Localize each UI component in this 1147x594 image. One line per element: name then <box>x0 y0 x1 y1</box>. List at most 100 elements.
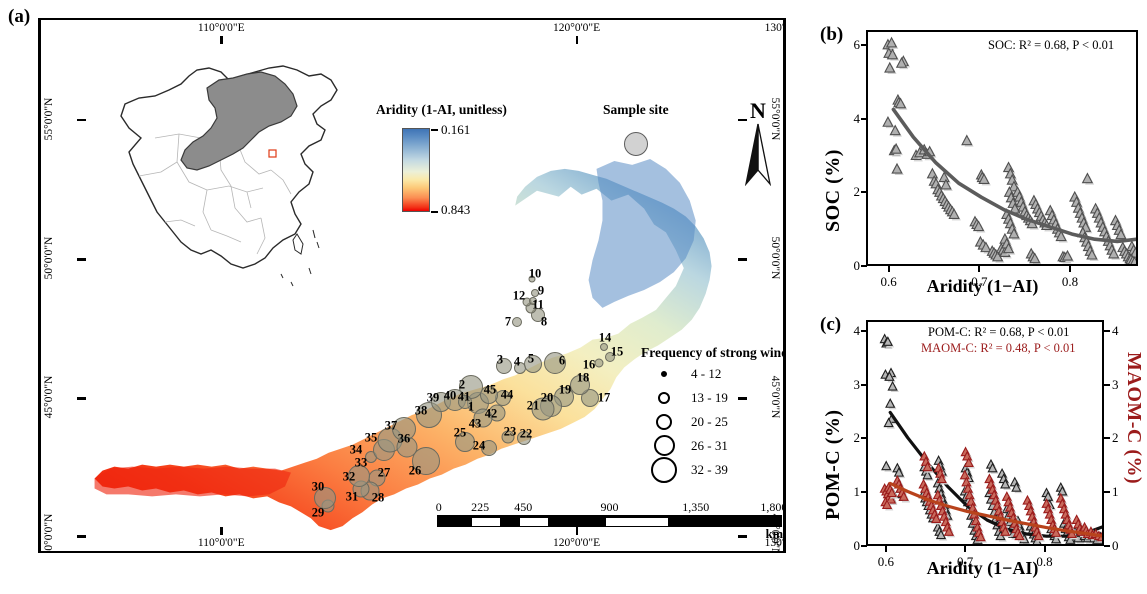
data-point-marker <box>962 450 973 461</box>
sample-site-marker[interactable] <box>480 386 498 404</box>
data-point-marker <box>885 36 898 48</box>
data-point-marker <box>1086 248 1098 260</box>
aridity-raster <box>94 158 712 531</box>
panel-b-y-tick <box>861 117 867 120</box>
data-point-marker <box>1130 256 1136 264</box>
data-point-marker <box>931 513 942 523</box>
data-point-marker <box>1011 481 1022 492</box>
data-point-marker <box>1115 228 1127 240</box>
sample-site-marker[interactable] <box>348 465 370 487</box>
panel-c-x-tick <box>884 546 887 552</box>
sample-site-label: 21 <box>526 398 540 413</box>
sample-site-marker[interactable] <box>524 355 542 373</box>
sample-site-marker[interactable] <box>544 352 566 374</box>
panel-c-y-tick-left <box>861 437 867 440</box>
panel-b-x-axis-title: Aridity (1−AI) <box>926 276 1039 296</box>
sample-site-marker[interactable] <box>512 317 522 327</box>
sample-site-marker[interactable] <box>455 432 475 452</box>
data-point-marker <box>882 336 893 346</box>
sample-site-legend-title: Sample site <box>603 102 669 117</box>
sample-site-marker[interactable] <box>605 352 615 362</box>
panel-b-y-tick <box>861 265 867 267</box>
colorbar-tick-high <box>431 129 438 131</box>
data-point-marker <box>886 48 899 60</box>
panel-c-plot-area[interactable] <box>866 320 1104 546</box>
north-arrow-label: N <box>750 98 766 123</box>
data-point-marker <box>972 220 985 232</box>
panel-b-stat-annotation: SOC: R² = 0.68, P < 0.01 <box>988 38 1115 52</box>
aridity-max-label: 0.161 <box>441 122 471 137</box>
wind-legend-row: 26 - 31 <box>641 434 783 457</box>
sample-site-marker[interactable] <box>314 487 336 509</box>
panel-c-y-tick-right <box>1104 491 1110 494</box>
lat-tick-left-2 <box>77 397 86 400</box>
data-point-marker <box>922 461 933 472</box>
wind-legend-symbol-wrap <box>641 413 687 430</box>
sample-site-label: 7 <box>504 314 512 329</box>
sample-site-marker[interactable] <box>392 417 416 441</box>
sample-site-marker[interactable] <box>496 358 512 374</box>
data-point-marker <box>1042 491 1054 501</box>
panel-b-plot-area[interactable] <box>866 30 1138 266</box>
sample-site-label: 33 <box>354 455 368 470</box>
data-point-marker <box>884 61 896 73</box>
sample-site-label: 8 <box>540 314 548 329</box>
data-point-marker <box>1108 247 1120 259</box>
lon-label-top-0: 110°0'0"E <box>197 22 245 34</box>
panel-b-x-tick-label: 0.7 <box>971 274 988 289</box>
sample-site-marker[interactable] <box>481 440 497 456</box>
data-point-marker <box>959 469 970 480</box>
sample-site-label: 43 <box>468 416 482 431</box>
sample-site-marker[interactable] <box>517 431 531 445</box>
panel-c-x-tick <box>964 546 967 552</box>
sample-site-label: 29 <box>311 505 325 520</box>
sample-site-marker[interactable] <box>458 395 472 409</box>
sample-site-marker[interactable] <box>581 389 599 407</box>
sample-site-marker[interactable] <box>594 358 604 368</box>
sample-site-marker[interactable] <box>531 397 555 421</box>
wind-legend-row: 4 - 12 <box>641 362 783 385</box>
data-point-marker <box>898 491 909 501</box>
sample-site-marker[interactable] <box>600 343 608 351</box>
panel-b-x-tick-label: 0.8 <box>1061 274 1079 289</box>
data-point-marker <box>926 167 939 179</box>
data-point-marker <box>881 499 893 509</box>
data-point-marker <box>1033 530 1044 541</box>
sample-site-label: 37 <box>384 418 398 433</box>
sample-site-label: 41 <box>457 389 471 404</box>
wind-legend-label: 20 - 25 <box>691 413 728 429</box>
lon-tick-bottom-1 <box>575 527 579 535</box>
panel-c-stat-annotation-maomc: MAOM-C: R² = 0.48, P < 0.01 <box>921 341 1076 355</box>
sample-site-marker[interactable] <box>529 297 537 305</box>
map-frame[interactable]: 1 2 3 4 5 6 7 8 9 10 11 12 14 15 16 17 18 19 20 21 22 23 24 25 2… <box>38 18 786 553</box>
data-point-marker <box>922 469 933 480</box>
sample-site-label: 10 <box>528 266 542 281</box>
aridity-legend: Aridity (1-AI, unitless) 0.161 0.843 <box>376 102 626 217</box>
sample-site-marker[interactable] <box>570 375 590 395</box>
sample-site-marker[interactable] <box>531 289 539 297</box>
wind-legend-symbol <box>661 370 667 377</box>
sample-site-label: 20 <box>540 390 554 405</box>
sample-site-label: 1 <box>467 399 475 414</box>
sample-site-label: 2 <box>458 377 466 392</box>
data-point-marker <box>987 462 998 473</box>
data-point-marker <box>893 466 905 477</box>
data-point-marker <box>884 371 895 381</box>
sample-site-label: 19 <box>558 382 572 397</box>
lon-label-bottom-0: 110°0'0"E <box>197 537 245 549</box>
sample-site-marker[interactable] <box>473 408 493 428</box>
panel-a-map: (a) <box>8 6 786 553</box>
panel-c-canvas <box>879 333 1102 544</box>
sample-site-marker[interactable] <box>528 275 536 283</box>
panel-b-y-tick-label: 6 <box>853 36 861 52</box>
panel-c-y-tick-left <box>861 329 867 332</box>
sample-site-marker[interactable] <box>501 430 515 444</box>
data-point-marker <box>943 526 955 536</box>
data-point-marker <box>882 115 894 127</box>
scalebar-tick-label: 225 <box>471 500 490 514</box>
series-POM-C <box>879 333 1102 544</box>
panel-c-y-tick-label-right: 4 <box>1112 322 1119 338</box>
sample-site-marker[interactable] <box>412 447 440 475</box>
sample-site-label: 26 <box>408 463 422 478</box>
data-point-marker <box>1129 246 1136 258</box>
